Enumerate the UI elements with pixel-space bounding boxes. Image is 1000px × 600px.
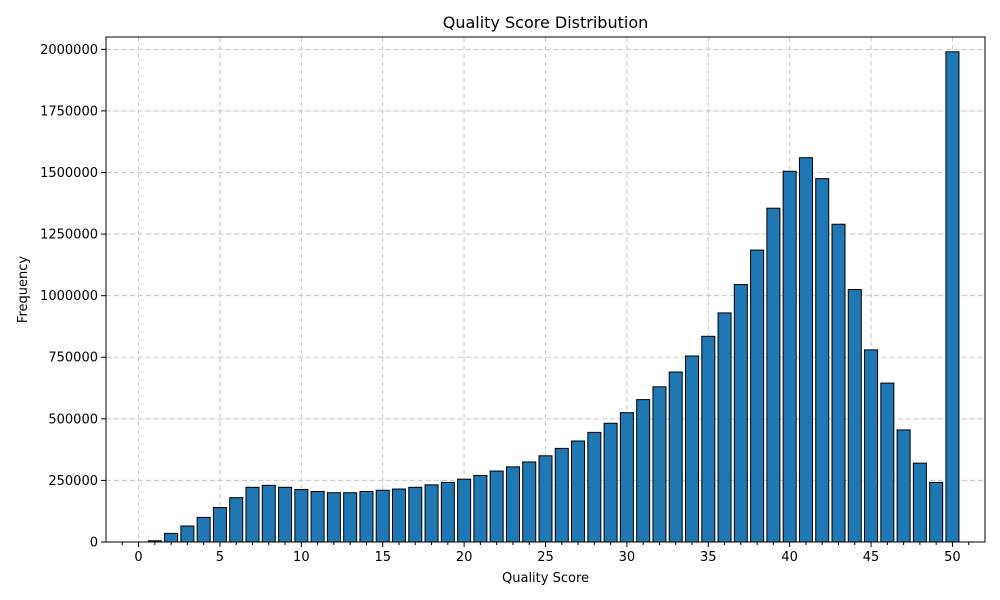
bar-19 (440, 481, 455, 543)
bar-48 (912, 462, 927, 543)
bar-37 (733, 284, 748, 543)
bar-16 (391, 488, 407, 543)
y-axis-ticks: 0 250000 500000 750000 1000000 1250000 1500000… (40, 43, 106, 551)
bar-18 (424, 484, 439, 543)
chart-title: Quality Score Distribution (443, 13, 649, 32)
x-axis-ticks: 0 5 10 15 20 25 30 35 40 45 50 (121, 542, 970, 565)
x-tick-label: 50 (944, 550, 961, 565)
bar-40 (782, 170, 797, 543)
bar-9 (278, 486, 293, 543)
bar-3 (180, 525, 195, 543)
y-tick-label: 500000 (48, 412, 98, 427)
x-tick-label: 20 (456, 550, 473, 565)
bar-27 (571, 440, 586, 543)
bar-26 (554, 447, 569, 543)
bar-6 (229, 497, 244, 543)
bar-38 (750, 249, 765, 543)
bar-43 (831, 223, 846, 543)
bar-14 (359, 491, 374, 543)
bar-2 (164, 532, 179, 543)
x-tick-label: 45 (863, 550, 880, 565)
bar-34 (684, 355, 700, 543)
bar-25 (538, 455, 553, 543)
bar-21 (473, 474, 488, 543)
bar-47 (896, 429, 911, 543)
x-tick-label: 35 (700, 550, 717, 565)
y-tick-label: 2000000 (40, 43, 98, 58)
bar-8 (261, 484, 276, 543)
bar-30 (619, 412, 634, 543)
x-tick-label: 25 (537, 550, 554, 565)
y-tick-label: 250000 (48, 474, 98, 489)
bars-layer (147, 51, 960, 543)
bar-15 (375, 489, 390, 543)
bar-50 (945, 51, 960, 543)
bar-11 (310, 491, 325, 543)
bar-29 (603, 422, 618, 543)
y-tick-label: 1250000 (40, 228, 98, 243)
bar-41 (798, 157, 813, 543)
y-tick-label: 0 (90, 536, 98, 551)
bar-23 (505, 466, 520, 543)
bar-12 (326, 492, 341, 543)
bar-5 (212, 507, 227, 543)
y-tick-label: 750000 (48, 351, 98, 366)
y-tick-label: 1000000 (40, 289, 98, 304)
bar-46 (880, 382, 895, 543)
bar-36 (717, 312, 732, 543)
bar-10 (294, 489, 309, 543)
bar-13 (343, 492, 358, 543)
x-tick-label: 10 (293, 550, 310, 565)
bar-31 (636, 399, 651, 543)
bar-39 (766, 207, 781, 543)
bar-24 (522, 461, 537, 543)
bar-28 (587, 431, 602, 543)
bar-44 (847, 289, 862, 543)
bar-49 (929, 481, 944, 543)
bar-33 (668, 371, 683, 543)
bar-45 (864, 349, 879, 543)
y-tick-label: 1750000 (40, 104, 98, 119)
bar-4 (196, 516, 211, 543)
bar-42 (815, 178, 830, 543)
x-tick-label: 15 (374, 550, 391, 565)
x-tick-label: 0 (134, 550, 142, 565)
bar-20 (457, 478, 472, 543)
x-tick-label: 30 (619, 550, 636, 565)
bar-17 (408, 486, 423, 543)
y-axis-label: Frequency (16, 256, 31, 323)
x-tick-label: 40 (781, 550, 798, 565)
bar-7 (245, 486, 260, 543)
y-tick-label: 1500000 (40, 166, 98, 181)
bar-22 (489, 470, 504, 543)
bar-35 (701, 335, 716, 543)
bar-32 (652, 386, 667, 543)
x-axis-label: Quality Score (502, 571, 589, 586)
x-tick-label: 5 (216, 550, 224, 565)
